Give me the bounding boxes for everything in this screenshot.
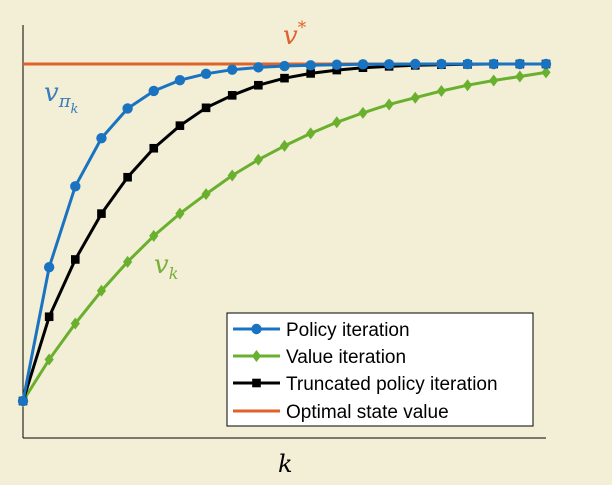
data-point-truncated-6 [175,121,185,130]
legend-item-policy: Policy iteration [233,320,410,341]
legend-label-value: Value iteration [286,347,406,368]
data-point-truncated-9 [254,80,263,90]
data-point-policy-15 [410,58,421,70]
x-axis-label: k [278,450,293,478]
data-point-policy-14 [383,59,395,70]
data-point-value-18 [489,74,499,87]
data-point-value-13 [358,106,368,119]
policy-label: vπk [44,78,79,117]
data-point-value-15 [410,91,420,104]
data-point-value-2 [70,317,80,330]
data-point-value-20 [541,66,551,79]
data-point-value-9 [253,153,263,166]
data-point-policy-9 [253,62,264,73]
series-layer [17,58,552,407]
data-point-policy-2 [70,181,81,192]
legend-item-value: Value iteration [233,347,406,368]
data-point-policy-5 [148,85,159,97]
data-point-value-6 [175,207,185,220]
data-point-truncated-7 [201,103,211,113]
data-point-policy-3 [96,132,107,144]
data-point-value-8 [227,169,237,182]
data-point-policy-11 [305,60,316,71]
data-point-policy-8 [227,64,238,75]
data-point-value-16 [436,84,446,97]
legend-item-truncated: Truncated policy iteration [233,374,498,395]
data-point-policy-18 [488,58,499,70]
data-point-truncated-1 [44,312,54,322]
data-point-policy-0 [17,395,29,407]
data-point-policy-6 [174,74,186,86]
data-point-truncated-5 [149,143,159,153]
legend-item-optimal: Optimal state value [233,402,449,423]
value-label: vk [154,250,178,283]
data-point-policy-4 [122,103,133,114]
data-point-value-11 [306,127,316,140]
data-point-truncated-4 [123,172,132,182]
legend-marker-value [251,350,262,362]
legend-label-optimal: Optimal state value [286,402,449,423]
axes [22,25,546,439]
data-point-value-1 [44,353,54,366]
data-point-value-12 [332,116,342,129]
legend-label-policy: Policy iteration [286,320,410,341]
data-point-policy-16 [436,58,447,70]
data-point-value-17 [462,79,473,92]
data-point-truncated-12 [332,65,342,75]
data-point-policy-10 [279,60,290,72]
data-point-policy-17 [462,58,473,70]
legend-marker-truncated [252,378,261,388]
optimal-label: v* [283,18,307,51]
data-point-value-14 [384,98,394,111]
series-policy [17,58,552,407]
data-point-value-4 [123,255,133,268]
data-point-value-10 [279,139,290,152]
data-point-policy-19 [514,58,526,70]
legend-label-truncated: Truncated policy iteration [286,374,498,395]
data-point-value-5 [149,229,159,242]
data-point-truncated-3 [97,209,106,218]
legend-box [226,312,534,427]
data-point-value-19 [515,70,525,83]
legend-marker-policy [251,323,262,335]
data-point-value-7 [201,188,211,201]
data-point-policy-1 [43,262,55,273]
data-point-policy-20 [540,58,552,70]
data-point-truncated-2 [71,255,80,264]
data-point-value-3 [96,284,107,297]
data-point-policy-12 [331,59,342,70]
data-point-truncated-10 [280,73,289,83]
data-point-truncated-11 [306,69,315,78]
legend: Policy iteration Value iteration Truncated… [226,312,534,427]
data-point-policy-13 [357,59,369,70]
data-point-truncated-8 [227,91,237,100]
data-point-policy-7 [200,68,212,79]
